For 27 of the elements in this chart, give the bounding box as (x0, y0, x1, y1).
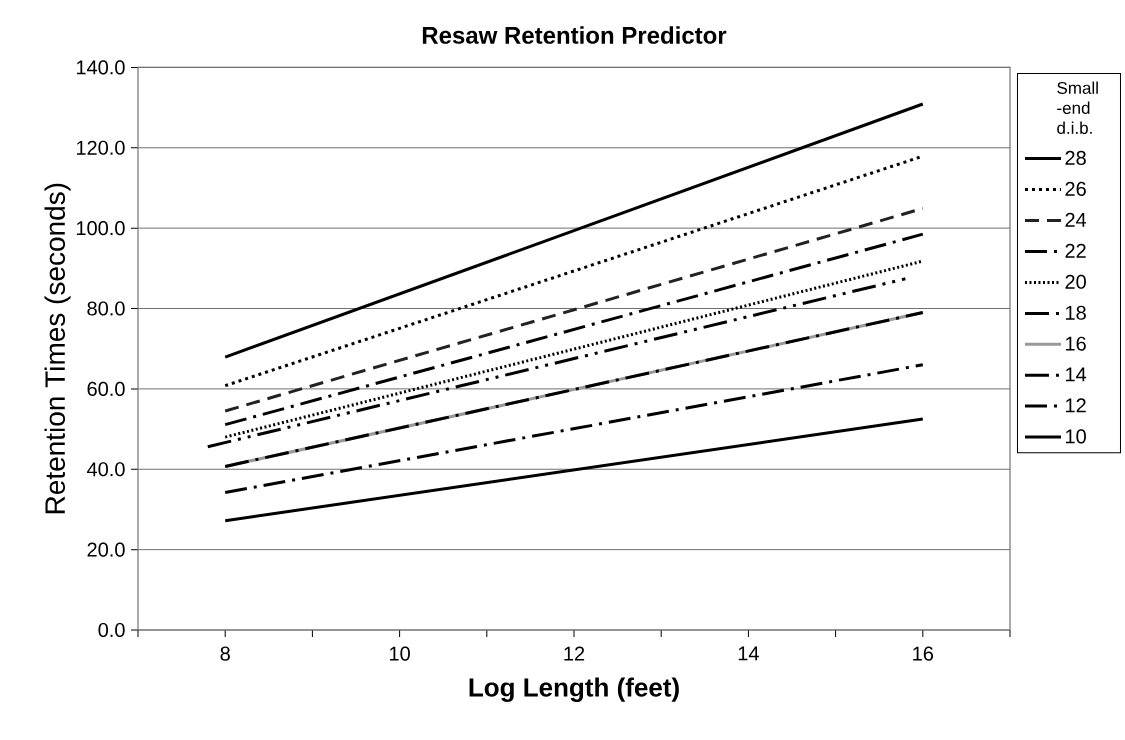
y-tick-label: 120.0 (76, 140, 125, 155)
x-axis-title: Log Length (feet) (469, 677, 679, 702)
y-tick-label: 40.0 (87, 462, 125, 477)
y-tick-label: 0.0 (98, 622, 125, 638)
y-axis-title: Retention Times (seconds) (44, 183, 71, 514)
y-tick-label: 60.0 (87, 381, 125, 396)
legend-label: 10 (1066, 429, 1086, 444)
y-tick-label: 20.0 (87, 542, 125, 557)
legend-label: 22 (1065, 243, 1086, 258)
legend-label: 24 (1065, 212, 1087, 227)
legend-label: 28 (1065, 150, 1086, 165)
legend-label: 16 (1066, 336, 1086, 351)
y-tick-label: 80.0 (87, 301, 125, 316)
x-tick-label: 14 (738, 646, 759, 661)
x-tick-label: 10 (390, 646, 410, 661)
x-tick-label: 16 (913, 646, 934, 661)
x-tick-label: 8 (220, 646, 230, 661)
legend-label: 12 (1066, 398, 1086, 413)
y-tick-label: 100.0 (76, 221, 125, 236)
x-tick-label: 12 (564, 646, 585, 661)
legend-label: 26 (1065, 181, 1086, 196)
legend-title: Small -end d.i.b. (1057, 81, 1098, 135)
legend-label: 20 (1065, 274, 1086, 289)
legend-label: 18 (1066, 305, 1086, 320)
legend-label: 14 (1066, 367, 1087, 382)
chart-title: Resaw Retention Predictor (422, 26, 727, 44)
y-tick-label: 140.0 (76, 60, 125, 75)
